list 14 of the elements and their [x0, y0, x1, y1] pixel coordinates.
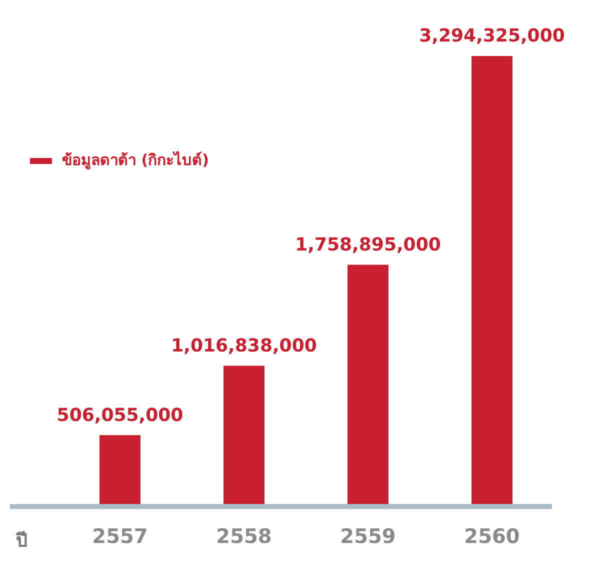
bar — [348, 264, 388, 504]
x-tick-label: 2560 — [464, 524, 520, 548]
bar — [100, 435, 140, 504]
legend-label: ข้อมูลดาต้า (กิกะไบต์) — [62, 150, 209, 170]
x-tick-label: 2559 — [340, 524, 396, 548]
data-label: 1,758,895,000 — [295, 234, 441, 256]
bar — [472, 56, 512, 504]
data-label: 1,016,838,000 — [171, 335, 317, 356]
data-label: 506,055,000 — [56, 404, 184, 426]
bar — [224, 366, 264, 504]
x-tick-label: 2558 — [216, 524, 272, 548]
x-tick-label: 2557 — [92, 524, 148, 548]
data-label: 3,294,325,000 — [419, 26, 565, 47]
x-axis-title: ปี — [15, 530, 27, 552]
